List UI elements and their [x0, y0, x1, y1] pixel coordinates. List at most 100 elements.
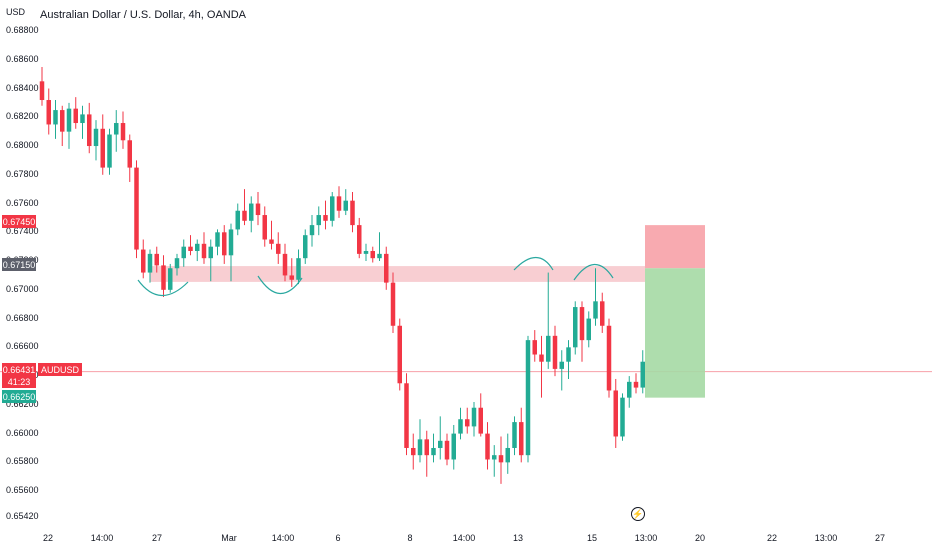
candle-body — [262, 215, 267, 240]
y-tick-label: 0.68200 — [6, 111, 39, 122]
candle-body — [161, 265, 166, 290]
candle-body — [593, 301, 598, 319]
y-tick-label: 0.65420 — [6, 511, 39, 521]
x-tick-label: 27 — [874, 533, 886, 543]
candle-body — [39, 81, 45, 101]
resistance-arc-2 — [573, 263, 614, 281]
candle-body — [235, 210, 240, 230]
support-curve-2 — [257, 275, 303, 295]
candle-body — [181, 246, 186, 259]
candle-body — [309, 225, 315, 236]
candle-body — [80, 114, 85, 124]
candle-body — [174, 258, 180, 269]
candle-body — [613, 390, 618, 437]
candle-body — [444, 440, 450, 460]
candle-body — [458, 419, 463, 434]
candle-body — [195, 243, 200, 251]
candle-body — [303, 235, 308, 259]
candle-body — [242, 210, 247, 221]
candle-body — [215, 232, 220, 247]
candle-body — [384, 253, 389, 283]
y-tick-label: 0.66800 — [6, 312, 39, 323]
x-tick-label: 14:00 — [271, 533, 295, 543]
candle-body — [539, 354, 544, 362]
candle-body — [424, 439, 429, 456]
y-tick-label: 0.67600 — [6, 197, 39, 208]
y-tick-label: 0.68800 — [6, 25, 39, 35]
take-profit-price-tag: 0.66250 — [2, 390, 36, 403]
candle-body — [633, 381, 639, 388]
candle-body — [600, 301, 605, 326]
support-curve-1 — [137, 279, 189, 297]
candle-body — [66, 108, 72, 132]
candle-body — [276, 243, 281, 254]
candle-body — [282, 253, 288, 276]
y-tick-label: 0.65600 — [6, 485, 39, 496]
currency-label: USD — [6, 7, 26, 17]
x-tick-label: 14:00 — [90, 533, 114, 543]
candle-body — [512, 422, 517, 448]
y-tick-label: 0.68400 — [6, 82, 39, 93]
candle-body — [127, 140, 132, 168]
candle-body — [357, 225, 362, 254]
entry-price-tag: 0.67150 — [2, 258, 36, 271]
candle-body — [606, 325, 612, 391]
candle-body — [255, 203, 261, 216]
candle-body — [411, 447, 416, 456]
candle-body — [141, 249, 146, 273]
candle-body — [404, 383, 409, 448]
candle-body — [188, 246, 193, 251]
candle-body — [93, 128, 99, 147]
symbol-tag: AUDUSD — [38, 363, 83, 376]
x-tick-label: 6 — [335, 533, 341, 543]
candle-body — [579, 307, 585, 341]
candle-body — [73, 108, 78, 124]
countdown-tag: 41:23 — [2, 375, 36, 388]
y-tick-label: 0.66600 — [6, 341, 39, 352]
candle-body — [478, 407, 483, 434]
candle-body — [147, 253, 153, 273]
x-tick-label: 13:00 — [814, 533, 838, 543]
candle-body — [620, 397, 625, 437]
x-tick-label: 20 — [694, 533, 706, 543]
candle-body — [350, 200, 355, 226]
candle-body — [289, 275, 294, 280]
candle-body — [370, 250, 375, 259]
y-tick-label: 0.65800 — [6, 456, 39, 467]
candle-body — [53, 110, 58, 125]
candle-body — [546, 335, 551, 362]
x-tick-label: 13:00 — [634, 533, 658, 543]
candle-body — [134, 167, 139, 250]
candle-body — [431, 447, 436, 456]
candle-body — [100, 128, 105, 168]
lightning-icon[interactable]: ⚡ — [631, 507, 645, 521]
candle-body — [46, 100, 51, 125]
candle-body — [228, 229, 234, 256]
candle-body — [397, 325, 402, 384]
x-tick-label: 22 — [42, 533, 54, 543]
y-tick-label: 0.68600 — [6, 53, 39, 64]
candle-body — [438, 440, 443, 448]
x-tick-label: 27 — [151, 533, 163, 543]
candle-body — [377, 253, 382, 259]
candle-body — [498, 455, 504, 463]
candle-body — [336, 196, 342, 211]
candle-body — [505, 447, 510, 463]
x-tick-label: Mar — [221, 533, 237, 543]
candle-body — [87, 114, 92, 147]
stop-loss-box — [645, 225, 705, 269]
candle-body — [519, 422, 524, 456]
y-tick-label: 0.67400 — [6, 226, 39, 237]
candle-body — [532, 340, 537, 355]
candle-body — [417, 439, 423, 456]
candle-body — [168, 268, 173, 290]
x-tick-label: 14:00 — [452, 533, 476, 543]
candle-body — [390, 282, 396, 326]
candle-body — [316, 215, 321, 226]
candle-body — [269, 239, 274, 244]
take-profit-box — [645, 268, 705, 398]
candle-body — [586, 318, 591, 341]
resistance-arc-1 — [513, 256, 554, 271]
candle-body — [201, 243, 207, 259]
